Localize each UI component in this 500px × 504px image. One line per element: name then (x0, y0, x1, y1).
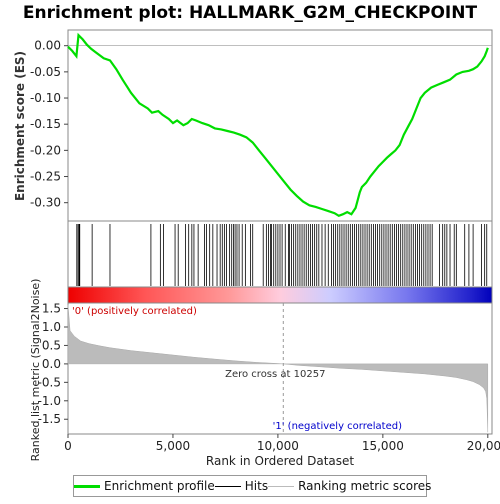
es-panel: 0.00 -0.05 -0.10 -0.15 -0.20 -0.25 -0.30 Enric… (13, 29, 493, 222)
es-y-tick-label: -0.15 (30, 117, 61, 131)
x-tick-label: 0 (64, 439, 72, 453)
ranked-color-band (67, 286, 493, 304)
es-y-tick-label: -0.20 (30, 143, 61, 157)
ranked-y-tick-label: 1.0 (42, 320, 61, 334)
ranked-panel-frame (67, 302, 493, 435)
legend: Enrichment profile Hits Ranking metric s… (73, 475, 431, 497)
x-tick-label: 15,000 (362, 439, 404, 453)
x-tick-label: 5,000 (156, 439, 190, 453)
legend-item-ranking-metric: Ranking metric scores (268, 479, 431, 493)
legend-label: Enrichment profile (104, 479, 215, 493)
x-tick-label: 20,000 (467, 439, 500, 453)
positive-correlation-label: '0' (positively correlated) (72, 306, 197, 317)
legend-label: Ranking metric scores (298, 479, 432, 493)
ranked-x-ticks: 0 5,000 10,000 15,000 20,000 (64, 434, 500, 453)
x-tick-label: 10,000 (257, 439, 299, 453)
ranked-y-tick-label: 1.5 (42, 302, 61, 316)
hits-panel (67, 220, 493, 288)
ranked-y-tick-label: -1.5 (38, 412, 61, 426)
es-y-tick-label: -0.30 (30, 196, 61, 210)
ranking-metric-swatch (268, 485, 295, 487)
es-panel-frame (67, 29, 493, 222)
ranked-y-ticks: 1.5 1.0 0.5 0.0 -0.5 -1.0 -1.5 (38, 302, 68, 426)
legend-item-enrichment-profile: Enrichment profile (74, 479, 215, 493)
color-band-rect (67, 286, 493, 304)
ranked-y-tick-label: -1.0 (38, 394, 61, 408)
ranked-y-axis-label: Ranked list metric (Signal2Noise) (29, 279, 42, 462)
enrichment-profile-line (67, 32, 489, 218)
zero-cross-label: Zero cross at 10257 (225, 369, 325, 380)
legend-item-hits: Hits (214, 479, 269, 493)
negative-correlation-label: '1' (negatively correlated) (273, 421, 402, 432)
ranked-y-tick-label: -0.5 (38, 375, 61, 389)
es-y-tick-label: 0.00 (34, 39, 61, 53)
ranking-metric-area (67, 304, 489, 433)
x-axis-label: Rank in Ordered Dataset (206, 454, 354, 468)
hit-marks (76, 224, 488, 286)
es-y-tick-label: -0.25 (30, 170, 61, 184)
ranked-metric-panel: 1.5 1.0 0.5 0.0 -0.5 -1.0 -1.5 Zero cross at 1… (29, 279, 500, 468)
ranked-y-tick-label: 0.5 (42, 338, 61, 352)
hits-swatch (214, 485, 241, 487)
es-y-axis-label: Enrichment score (ES) (13, 51, 27, 201)
es-y-tick-label: -0.05 (30, 65, 61, 79)
es-y-tick-label: -0.10 (30, 91, 61, 105)
ranked-y-tick-label: 0.0 (42, 357, 61, 371)
legend-label: Hits (244, 479, 269, 493)
chart-title: Enrichment plot: HALLMARK_G2M_CHECKPOINT (23, 3, 478, 23)
es-y-ticks: 0.00 -0.05 -0.10 -0.15 -0.20 -0.25 -0.30 (30, 39, 68, 210)
enrichment-profile-swatch (74, 484, 100, 488)
